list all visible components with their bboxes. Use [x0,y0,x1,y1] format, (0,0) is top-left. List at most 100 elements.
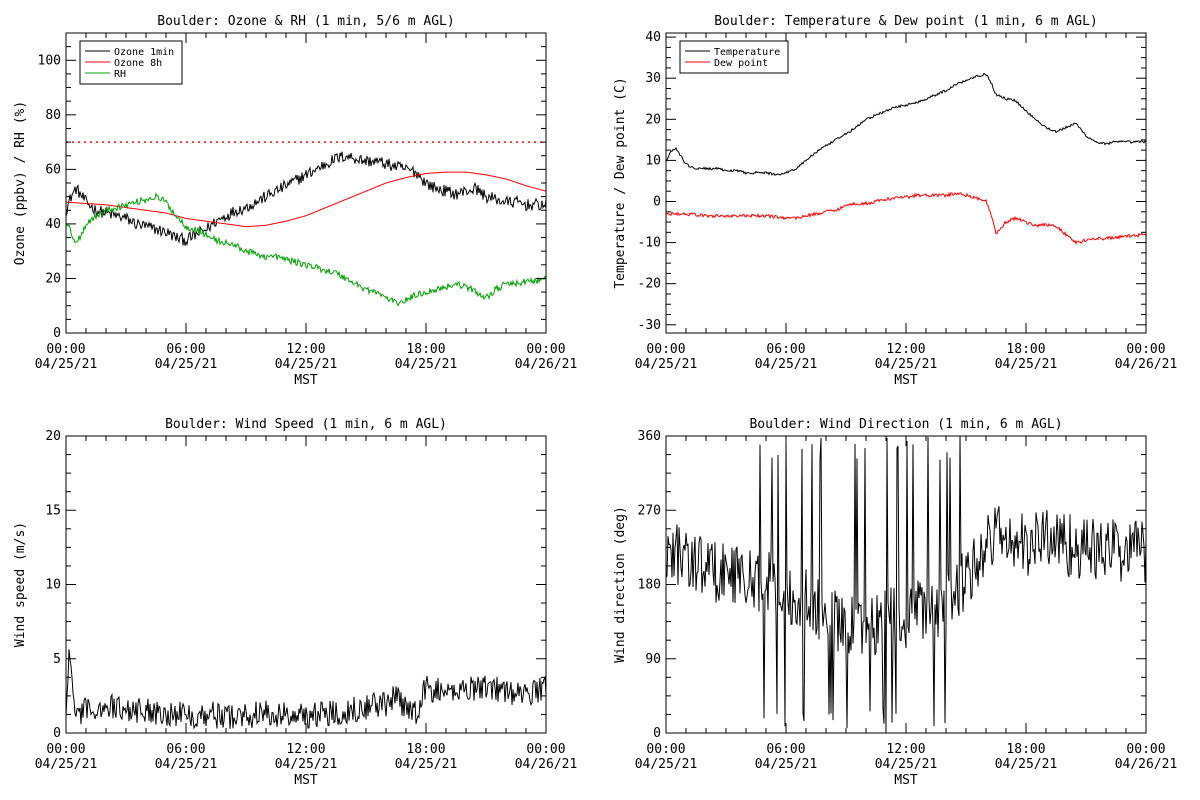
chart-panel-3: Boulder: Wind Speed (1 min, 6 m AGL) 0 5 10… [13,417,577,788]
x-tick-label-time: 00:00 [526,342,565,357]
y-axis-label: Wind speed (m/s) [13,522,28,647]
x-tick-label-date: 04/26/21 [1115,357,1178,372]
x-axis-label: MST [894,373,918,388]
x-tick-label-date: 04/25/21 [635,757,698,772]
legend-label: Temperature [714,47,780,58]
y-tick-label: 40 [45,217,61,232]
x-tick-label-date: 04/25/21 [875,757,938,772]
series-group [66,649,546,730]
series-line-series-1 [666,436,1146,733]
chart-title: Boulder: Ozone & RH (1 min, 5/6 m AGL) [157,14,454,29]
series-line-series-1 [66,649,546,730]
series-line-ozone-8h [66,171,546,228]
x-tick-label-time: 06:00 [166,342,205,357]
x-tick-label-time: 00:00 [526,742,565,757]
y-tick-label: 20 [45,271,61,286]
x-axis-label: MST [894,773,918,788]
x-tick-label-time: 00:00 [1126,742,1165,757]
x-tick-label-time: 00:00 [46,342,85,357]
x-tick-label-date: 04/25/21 [995,757,1058,772]
x-tick-label-date: 04/25/21 [755,757,818,772]
y-tick-label: -20 [638,277,661,292]
y-tick-label: 0 [653,194,661,209]
x-tick-label-time: 06:00 [766,742,805,757]
y-tick-label: 100 [38,53,61,68]
x-tick-label-time: 12:00 [886,742,925,757]
y-tick-label: 180 [638,578,661,593]
chart-panel-4: Boulder: Wind Direction (1 min, 6 m AGL)… [613,417,1177,788]
x-tick-label-time: 12:00 [286,742,325,757]
y-axis-label: Temperature / Dew point (C) [613,77,628,288]
y-tick-label: 20 [645,112,661,127]
x-tick-label-date: 04/25/21 [755,357,818,372]
x-tick-label-time: 00:00 [46,742,85,757]
y-tick-label: 30 [645,71,661,86]
y-tick-label: 0 [653,726,661,741]
x-tick-label-date: 04/25/21 [395,357,458,372]
x-tick-label-time: 18:00 [406,342,445,357]
x-tick-label-time: 12:00 [886,342,925,357]
y-tick-label: 90 [645,652,661,667]
x-tick-label-time: 18:00 [1006,742,1045,757]
series-group [666,436,1146,733]
y-tick-label: 20 [45,429,61,444]
series-line-temperature [666,72,1146,176]
y-tick-label: 360 [638,429,661,444]
x-tick-label-time: 06:00 [766,342,805,357]
y-tick-label: 60 [45,162,61,177]
chart-title: Boulder: Wind Direction (1 min, 6 m AGL) [749,417,1062,432]
x-tick-label-date: 04/26/21 [1115,757,1178,772]
x-tick-label-date: 04/25/21 [635,357,698,372]
x-tick-label-date: 04/26/21 [515,757,578,772]
series-line-rh [66,192,546,307]
legend-label: Dew point [714,58,768,69]
x-tick-label-date: 04/25/21 [155,757,218,772]
x-tick-label-time: 18:00 [1006,342,1045,357]
legend-label: RH [114,69,126,80]
plot-frame [65,435,547,734]
x-tick-label-time: 00:00 [1126,342,1165,357]
x-tick-label-time: 00:00 [646,742,685,757]
x-axis-label: MST [294,373,318,388]
x-tick-label-date: 04/25/21 [35,357,98,372]
legend-box [679,40,789,74]
y-tick-label: 270 [638,503,661,518]
x-tick-label-date: 04/25/21 [995,357,1058,372]
chart-panel-2: Boulder: Temperature & Dew point (1 min,… [613,14,1177,388]
legend-label: Ozone 8h [114,58,162,69]
x-tick-label-time: 12:00 [286,342,325,357]
x-tick-label-date: 04/25/21 [155,357,218,372]
plot-frame [665,32,1147,334]
x-tick-label-date: 04/25/21 [875,357,938,372]
y-tick-label: 0 [53,326,61,341]
y-tick-label: 0 [53,726,61,741]
x-tick-label-date: 04/26/21 [515,357,578,372]
x-tick-label-time: 18:00 [406,742,445,757]
x-tick-label-date: 04/25/21 [275,757,338,772]
y-tick-label: 80 [45,108,61,123]
y-tick-label: 40 [645,30,661,45]
series-group [666,72,1146,245]
y-axis-label: Ozone (ppbv) / RH (%) [13,101,28,265]
x-tick-label-time: 06:00 [166,742,205,757]
y-tick-label: 10 [45,578,61,593]
y-axis-label: Wind direction (deg) [613,506,628,663]
y-tick-label: 5 [53,652,61,667]
chart-title: Boulder: Wind Speed (1 min, 6 m AGL) [165,417,447,432]
y-tick-label: 10 [645,153,661,168]
x-tick-label-date: 04/25/21 [275,357,338,372]
series-line-dew-point [666,191,1146,245]
series-group [66,151,546,307]
chart-panel-1: Boulder: Ozone & RH (1 min, 5/6 m AGL) 0 2… [13,14,577,388]
y-tick-label: -10 [638,236,661,251]
y-tick-label: -30 [638,318,661,333]
x-tick-label-date: 04/25/21 [395,757,458,772]
x-tick-label-time: 00:00 [646,342,685,357]
y-tick-label: 15 [45,503,61,518]
x-axis-label: MST [294,773,318,788]
x-tick-label-date: 04/25/21 [35,757,98,772]
chart-title: Boulder: Temperature & Dew point (1 min,… [714,14,1098,29]
series-line-ozone-1min [66,151,546,247]
